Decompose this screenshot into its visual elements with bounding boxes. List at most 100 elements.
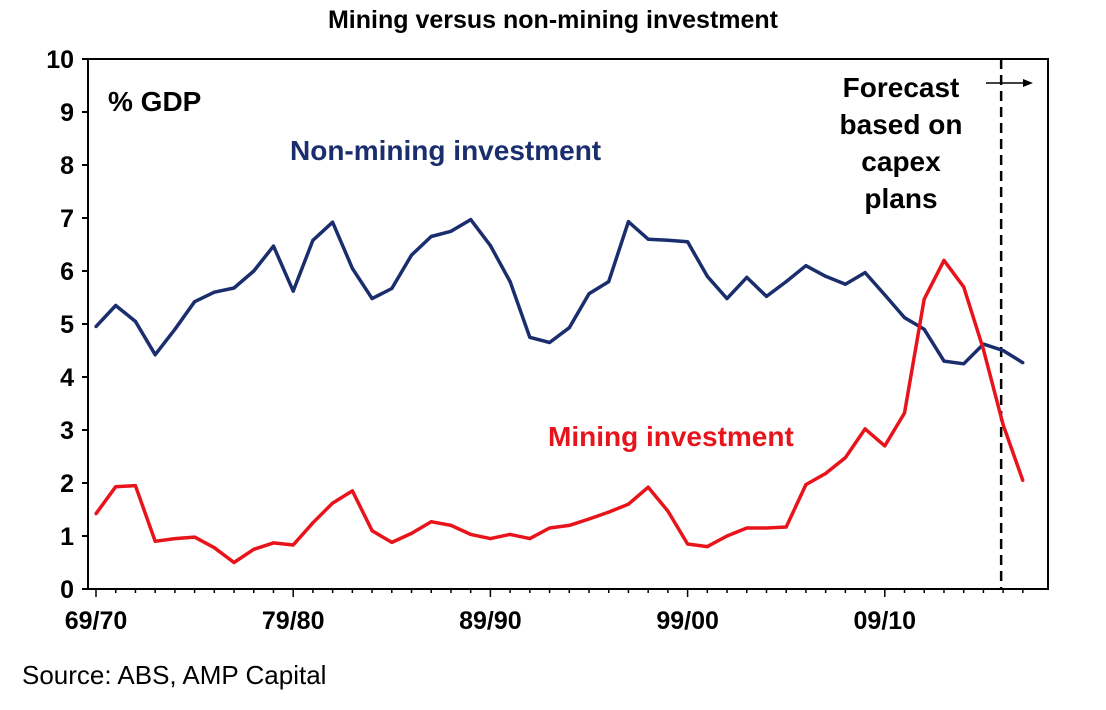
data-point bbox=[646, 485, 650, 489]
data-point bbox=[232, 560, 236, 565]
data-point bbox=[922, 297, 926, 301]
data-point bbox=[666, 238, 670, 242]
data-point bbox=[212, 290, 216, 294]
data-point bbox=[232, 286, 236, 290]
x-tick-label: 99/00 bbox=[656, 607, 719, 635]
data-point bbox=[666, 509, 670, 513]
data-point bbox=[94, 325, 98, 329]
y-tick-label: 10 bbox=[46, 46, 74, 74]
y-tick-label: 1 bbox=[60, 523, 74, 551]
data-point bbox=[705, 274, 709, 278]
data-point bbox=[962, 285, 966, 289]
data-point bbox=[271, 244, 276, 248]
data-point bbox=[469, 217, 473, 222]
data-point bbox=[824, 274, 828, 278]
data-point bbox=[153, 539, 157, 543]
source-note: Source: ABS, AMP Capital bbox=[22, 660, 327, 690]
data-point bbox=[686, 542, 690, 546]
data-point bbox=[745, 275, 749, 279]
data-point bbox=[429, 520, 433, 524]
data-point bbox=[804, 264, 808, 268]
data-point bbox=[528, 537, 532, 541]
y-tick-label: 7 bbox=[60, 205, 74, 233]
data-point bbox=[962, 362, 966, 366]
data-point bbox=[1021, 478, 1025, 482]
data-point bbox=[114, 303, 118, 308]
data-point bbox=[843, 455, 847, 460]
data-point bbox=[784, 280, 788, 284]
data-point bbox=[547, 340, 552, 345]
data-point bbox=[252, 269, 256, 273]
data-point bbox=[429, 234, 433, 239]
chart-title: Mining versus non-mining investment bbox=[327, 6, 779, 34]
forecast-arrow-icon bbox=[986, 79, 1033, 87]
y-tick-label: 3 bbox=[60, 417, 74, 445]
data-point bbox=[153, 353, 157, 357]
y-tick-label: 2 bbox=[60, 470, 74, 498]
y-tick-label: 8 bbox=[60, 152, 74, 180]
data-point bbox=[843, 282, 847, 286]
y-tick-label: 5 bbox=[60, 311, 74, 339]
data-point bbox=[626, 220, 631, 224]
data-point bbox=[547, 526, 552, 530]
data-point bbox=[1001, 423, 1005, 427]
data-point bbox=[587, 517, 591, 521]
data-point bbox=[804, 482, 808, 487]
data-point bbox=[942, 359, 946, 363]
data-point bbox=[607, 280, 611, 284]
series-label-mining: Mining investment bbox=[548, 421, 794, 452]
y-tick-label: 9 bbox=[60, 99, 74, 127]
data-point bbox=[173, 327, 177, 331]
data-point bbox=[567, 523, 571, 528]
series-layer bbox=[94, 217, 1025, 565]
data-point bbox=[133, 319, 138, 323]
data-point bbox=[193, 535, 197, 539]
forecast-note-line-1: Forecast bbox=[843, 72, 960, 103]
data-point bbox=[488, 243, 492, 248]
data-point bbox=[390, 540, 394, 544]
data-point bbox=[567, 326, 571, 330]
forecast-note-line-3: capex bbox=[861, 146, 941, 177]
data-point bbox=[942, 258, 946, 262]
data-point bbox=[173, 537, 177, 541]
data-point bbox=[824, 471, 828, 476]
data-point bbox=[745, 526, 749, 530]
data-point bbox=[409, 531, 414, 535]
data-point bbox=[646, 237, 650, 241]
data-point bbox=[331, 220, 335, 224]
forecast-note-line-2: based on bbox=[840, 109, 963, 140]
data-point bbox=[764, 294, 769, 299]
data-point bbox=[350, 489, 354, 493]
series-line-non-mining bbox=[94, 217, 1024, 366]
data-point bbox=[883, 444, 887, 448]
data-point bbox=[114, 485, 118, 489]
data-point bbox=[508, 280, 512, 284]
data-point bbox=[311, 238, 315, 242]
data-point bbox=[725, 296, 729, 301]
data-point bbox=[607, 510, 611, 514]
data-point bbox=[587, 292, 591, 296]
data-point bbox=[1021, 361, 1025, 365]
x-tick-label: 69/70 bbox=[65, 607, 128, 635]
data-point bbox=[863, 270, 867, 275]
x-tick-label: 79/80 bbox=[262, 607, 325, 635]
data-point bbox=[1001, 348, 1005, 353]
data-point bbox=[252, 547, 256, 551]
series-line-mining bbox=[94, 258, 1025, 565]
data-point bbox=[291, 543, 295, 547]
data-point bbox=[390, 286, 394, 291]
data-point bbox=[725, 534, 729, 538]
data-point bbox=[686, 240, 690, 244]
data-point bbox=[449, 229, 453, 233]
data-point bbox=[370, 296, 374, 301]
data-point bbox=[409, 253, 414, 257]
forecast-note-line-4: plans bbox=[864, 183, 937, 214]
data-point bbox=[705, 545, 709, 549]
x-axis: 69/70 79/80 89/90 99/00 09/10 bbox=[65, 589, 1024, 635]
data-point bbox=[981, 347, 986, 352]
data-point bbox=[922, 327, 926, 331]
data-point bbox=[311, 521, 315, 525]
y-tick-label: 6 bbox=[60, 258, 74, 286]
data-point bbox=[193, 300, 197, 304]
